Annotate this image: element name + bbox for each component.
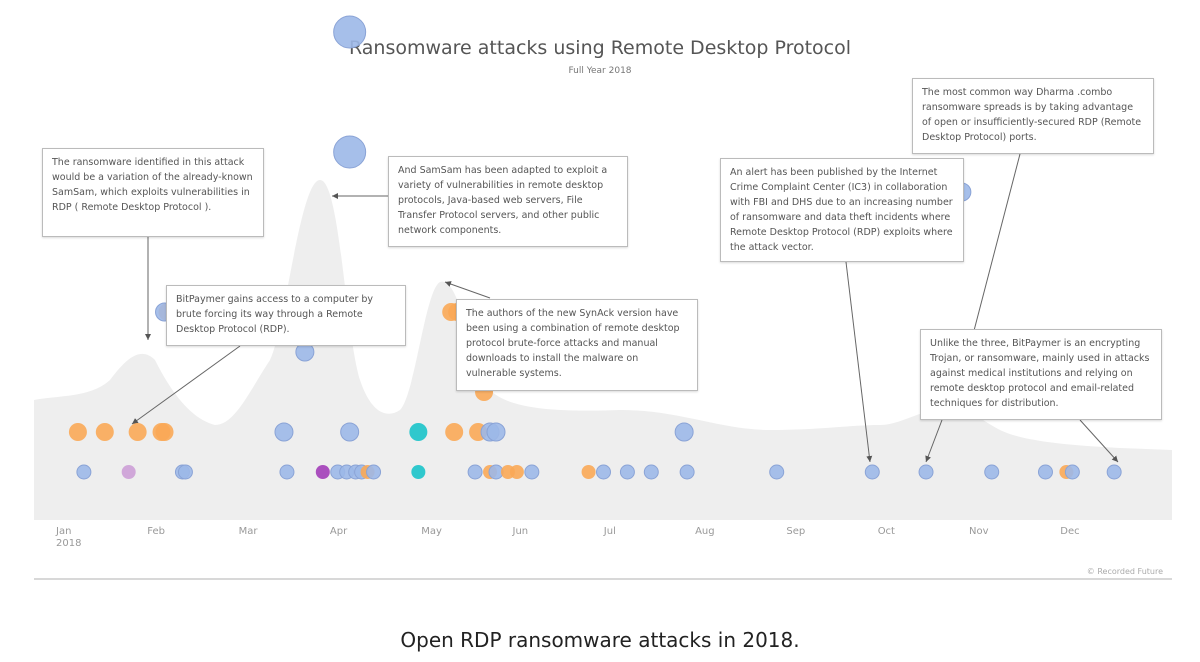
annotation-bitpaymer-trojan: Unlike the three, BitPaymer is an encryp… [920,329,1162,420]
annotation-samsam-adapted: And SamSam has been adapted to exploit a… [388,156,628,247]
annotation-bitpaymer-brute: BitPaymer gains access to a computer by … [166,285,406,346]
figure-caption: Open RDP ransomware attacks in 2018. [400,628,800,652]
tick-label-2: Feb [147,526,165,537]
data-point[interactable] [68,423,87,441]
annotation-connector [444,281,491,299]
data-point[interactable] [864,464,880,480]
data-point[interactable] [984,464,1000,480]
data-point[interactable] [128,423,147,441]
data-point[interactable] [274,422,294,442]
annotation-samsam-variation: The ransomware identified in this attack… [42,148,264,237]
tick-label-12: Dec [1060,526,1079,537]
data-point[interactable] [679,464,695,480]
data-point[interactable] [366,464,382,480]
tick-label-6: Jun [512,526,529,537]
data-point[interactable] [581,465,596,479]
data-point[interactable] [333,15,367,49]
data-point[interactable] [674,422,694,442]
data-point[interactable] [918,464,934,480]
data-point[interactable] [333,135,367,169]
data-point[interactable] [95,423,114,441]
annotation-ic3-alert: An alert has been published by the Inter… [720,158,964,262]
data-point[interactable] [1106,464,1122,480]
data-point[interactable] [121,465,136,479]
chart-subtitle: Full Year 2018 [568,66,631,76]
data-point[interactable] [1064,464,1080,480]
data-point[interactable] [411,465,426,479]
tick-label-1: Jan [55,526,71,537]
data-point[interactable] [524,464,540,480]
tick-label-9: Sep [786,526,805,537]
annotation-connector [925,419,943,463]
data-point[interactable] [619,464,635,480]
annotation-connector [131,345,241,425]
data-point[interactable] [769,464,785,480]
tick-label-7: Jul [603,526,616,537]
data-point[interactable] [488,464,504,480]
tick-label-8: Aug [695,526,715,537]
annotation-connector [845,261,873,463]
credit-text: © Recorded Future [1087,567,1163,576]
data-point[interactable] [340,422,360,442]
density-shape [34,180,1172,520]
data-point[interactable] [279,464,295,480]
chart-title: Ransomware attacks using Remote Desktop … [349,37,851,59]
annotation-connectors [131,153,1119,463]
data-point[interactable] [486,422,506,442]
data-point[interactable] [643,464,659,480]
data-point[interactable] [596,464,612,480]
tick-label-1-year: 2018 [56,538,81,549]
data-point[interactable] [76,464,92,480]
data-point[interactable] [315,465,330,479]
data-point[interactable] [177,464,193,480]
annotation-connector [1079,419,1119,463]
data-point[interactable] [467,464,483,480]
data-point[interactable] [155,423,174,441]
density-area [34,180,1172,520]
data-point[interactable] [1037,464,1053,480]
tick-label-3: Mar [239,526,259,537]
data-point[interactable] [445,423,464,441]
data-point[interactable] [509,465,524,479]
tick-label-4: Apr [330,526,348,537]
tick-label-5: May [421,526,442,537]
annotation-dharma: The most common way Dharma .combo ransom… [912,78,1154,154]
annotation-connector [968,153,1021,347]
annotation-synack: The authors of the new SynAck version ha… [456,299,698,391]
tick-label-10: Oct [878,526,895,537]
tick-label-11: Nov [969,526,989,537]
data-point[interactable] [409,423,428,441]
